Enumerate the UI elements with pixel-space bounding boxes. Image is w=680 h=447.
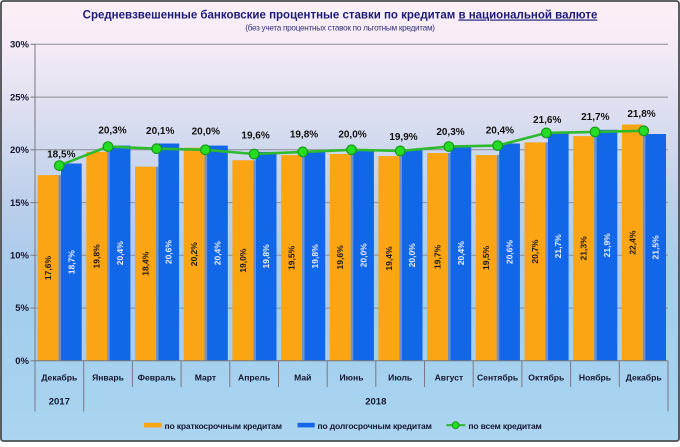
- svg-text:20,6%: 20,6%: [164, 240, 174, 265]
- svg-text:17,6%: 17,6%: [43, 256, 53, 281]
- svg-text:25%: 25%: [10, 92, 30, 103]
- svg-text:19,8%: 19,8%: [310, 244, 320, 269]
- svg-text:Ноябрь: Ноябрь: [579, 373, 611, 383]
- svg-text:30%: 30%: [10, 40, 30, 51]
- svg-text:по всем кредитам: по всем кредитам: [468, 421, 541, 431]
- svg-text:20%: 20%: [10, 145, 30, 156]
- svg-text:19,5%: 19,5%: [481, 245, 491, 270]
- svg-text:Июнь: Июнь: [340, 373, 364, 383]
- svg-text:22,4%: 22,4%: [627, 230, 637, 255]
- svg-text:20,4%: 20,4%: [486, 126, 514, 137]
- svg-text:0%: 0%: [15, 356, 29, 367]
- svg-text:20,4%: 20,4%: [212, 241, 222, 266]
- svg-text:21,7%: 21,7%: [553, 234, 563, 259]
- svg-text:21,3%: 21,3%: [579, 236, 589, 261]
- svg-text:19,8%: 19,8%: [92, 244, 102, 269]
- svg-text:Октябрь: Октябрь: [528, 373, 564, 383]
- svg-text:20,3%: 20,3%: [436, 127, 464, 138]
- svg-text:по краткосрочным кредитам: по краткосрочным кредитам: [165, 421, 282, 431]
- svg-text:18,5%: 18,5%: [47, 150, 75, 161]
- svg-text:19,6%: 19,6%: [335, 245, 345, 270]
- svg-text:20,2%: 20,2%: [189, 242, 199, 267]
- svg-text:Декабрь: Декабрь: [626, 373, 662, 383]
- svg-text:18,4%: 18,4%: [140, 251, 150, 276]
- svg-text:18,7%: 18,7%: [66, 250, 76, 275]
- svg-text:19,0%: 19,0%: [238, 248, 248, 273]
- svg-text:19,5%: 19,5%: [287, 245, 297, 270]
- svg-text:21,9%: 21,9%: [602, 233, 612, 258]
- svg-text:19,8%: 19,8%: [290, 129, 318, 140]
- svg-text:20,1%: 20,1%: [146, 126, 174, 137]
- svg-text:20,4%: 20,4%: [456, 241, 466, 266]
- svg-text:(без учета процентных ставок п: (без учета процентных ставок по льготным…: [245, 24, 435, 33]
- svg-text:20,0%: 20,0%: [359, 243, 369, 268]
- svg-text:Август: Август: [435, 373, 464, 383]
- svg-text:2017: 2017: [49, 397, 70, 408]
- svg-text:Март: Март: [195, 373, 216, 383]
- svg-text:20,7%: 20,7%: [530, 239, 540, 264]
- svg-text:20,0%: 20,0%: [338, 130, 366, 141]
- svg-text:Май: Май: [294, 373, 311, 383]
- svg-text:2018: 2018: [365, 397, 386, 408]
- svg-text:Декабрь: Декабрь: [41, 373, 77, 383]
- svg-text:Февраль: Февраль: [138, 373, 176, 383]
- svg-text:Средневзвешенные банковские пр: Средневзвешенные банковские процентные с…: [83, 10, 598, 22]
- svg-text:10%: 10%: [10, 251, 30, 262]
- svg-text:19,8%: 19,8%: [261, 244, 271, 269]
- svg-text:по долгосрочным кредитам: по долгосрочным кредитам: [318, 421, 432, 431]
- svg-text:20,4%: 20,4%: [115, 241, 125, 266]
- svg-text:21,6%: 21,6%: [533, 115, 561, 126]
- svg-text:21,8%: 21,8%: [627, 109, 655, 120]
- svg-text:21,7%: 21,7%: [581, 112, 609, 123]
- svg-text:20,0%: 20,0%: [407, 243, 417, 268]
- svg-text:Сентябрь: Сентябрь: [477, 373, 518, 383]
- svg-text:20,3%: 20,3%: [98, 126, 126, 137]
- svg-text:Январь: Январь: [92, 373, 124, 383]
- svg-text:Июль: Июль: [388, 373, 412, 383]
- svg-text:19,7%: 19,7%: [433, 244, 443, 269]
- svg-text:5%: 5%: [15, 303, 29, 314]
- svg-text:19,9%: 19,9%: [389, 132, 417, 143]
- svg-text:19,6%: 19,6%: [241, 131, 269, 142]
- svg-text:15%: 15%: [10, 198, 30, 209]
- svg-text:20,6%: 20,6%: [505, 240, 515, 265]
- svg-text:20,0%: 20,0%: [192, 126, 220, 137]
- svg-text:19,4%: 19,4%: [384, 246, 394, 271]
- svg-text:21,5%: 21,5%: [651, 235, 661, 260]
- svg-text:Апрель: Апрель: [238, 373, 270, 383]
